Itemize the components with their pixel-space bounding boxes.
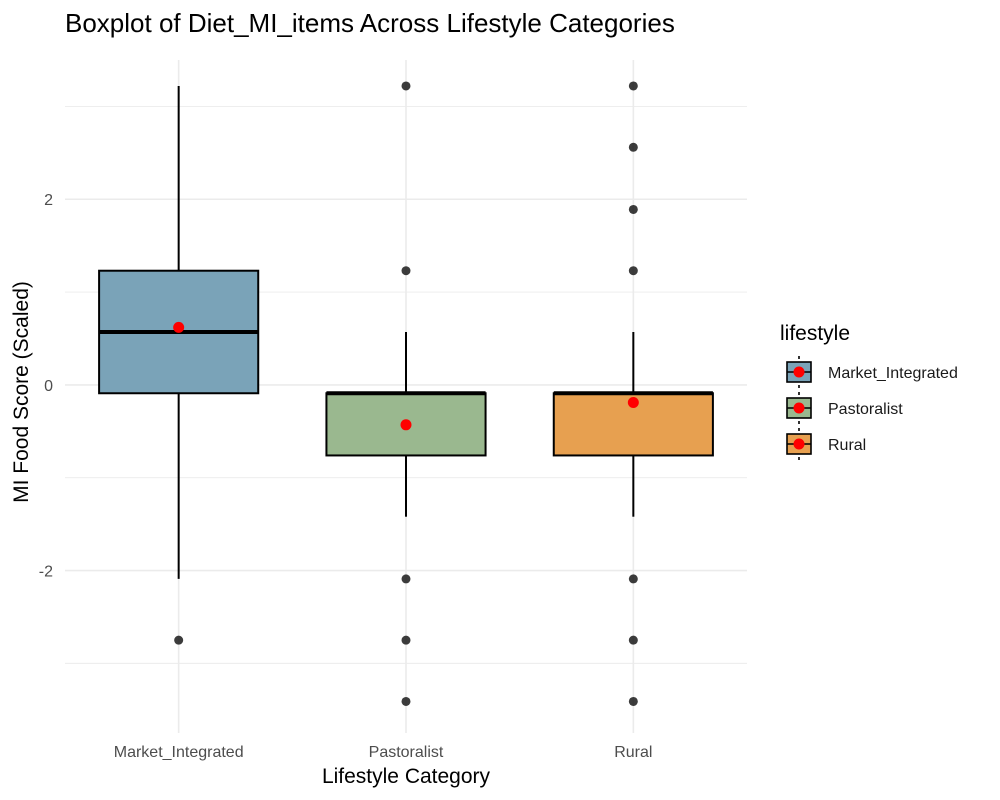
y-tick-label: 2 (44, 192, 53, 209)
chart-title: Boxplot of Diet_MI_items Across Lifestyl… (65, 8, 675, 38)
legend: Market_Integrated Pastoralist Rural (786, 356, 958, 460)
mean-point (627, 397, 639, 409)
outlier-point (628, 81, 638, 91)
mean-point (400, 419, 412, 431)
outlier-point (174, 635, 184, 645)
outlier-point (628, 142, 638, 152)
outlier-point (401, 266, 411, 276)
outlier-point (628, 635, 638, 645)
legend-label: Rural (828, 437, 866, 454)
legend-item: Rural (786, 428, 866, 460)
outlier-point (401, 696, 411, 706)
x-tick-labels: Market_Integrated Pastoralist Rural (114, 744, 653, 761)
legend-key-mean (793, 402, 805, 414)
legend-key-mean (793, 438, 805, 450)
outlier-point (401, 635, 411, 645)
outlier-point (401, 81, 411, 91)
x-tick-label: Market_Integrated (114, 744, 244, 761)
outlier-point (628, 696, 638, 706)
x-tick-label: Rural (614, 744, 652, 761)
legend-label: Pastoralist (828, 401, 903, 418)
legend-title: lifestyle (780, 322, 850, 345)
box-market-integrated (98, 85, 260, 645)
mean-point (173, 321, 185, 333)
x-axis-title: Lifestyle Category (322, 765, 491, 788)
y-axis-title: MI Food Score (Scaled) (10, 281, 33, 503)
legend-item: Market_Integrated (786, 356, 958, 388)
box-rural (552, 81, 714, 706)
legend-key-mean (793, 366, 805, 378)
legend-label: Market_Integrated (828, 365, 958, 382)
outlier-point (628, 574, 638, 584)
outlier-point (628, 204, 638, 214)
box-pastoralist (325, 81, 487, 706)
outlier-point (401, 574, 411, 584)
boxes (98, 81, 714, 706)
legend-item: Pastoralist (786, 392, 903, 424)
x-tick-label: Pastoralist (369, 744, 444, 761)
y-tick-labels: -2 0 2 (39, 192, 53, 580)
y-tick-label: -2 (39, 564, 53, 581)
y-tick-label: 0 (44, 378, 53, 395)
outlier-point (628, 266, 638, 276)
